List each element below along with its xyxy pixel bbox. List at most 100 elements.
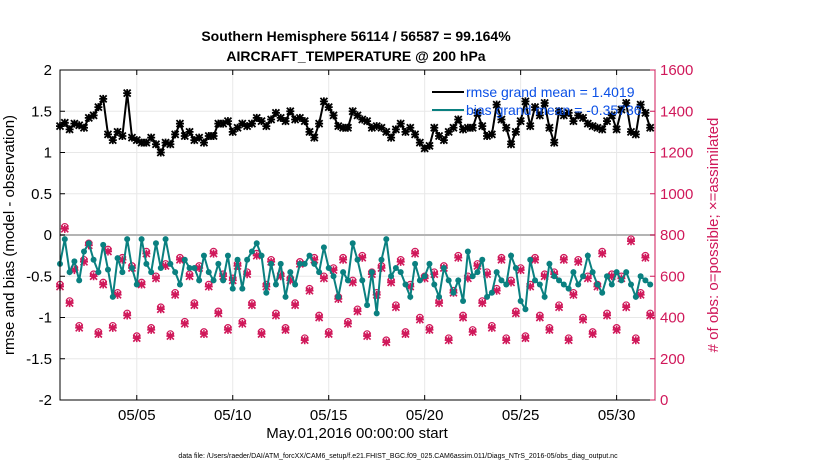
rmse-point [144, 140, 149, 145]
y2-tick-label: 200 [660, 351, 685, 368]
obs-assimilated-point [430, 270, 439, 279]
obs-assimilated-point [382, 338, 391, 347]
obs-assimilated-point [166, 331, 175, 341]
obs-assimilated-point [103, 247, 113, 256]
rmse-point [321, 99, 327, 104]
bias-point [100, 241, 107, 248]
obs-assimilated-point [94, 329, 103, 339]
obs-assimilated-point [526, 282, 535, 291]
bias-point [138, 236, 145, 243]
obs-assimilated-point [425, 325, 434, 334]
rmse-point [456, 117, 461, 122]
rmse-point [412, 132, 418, 137]
obs-assimilated-point [612, 325, 621, 334]
rmse-point [580, 115, 586, 121]
rmse-point [513, 129, 519, 135]
rmse-point [134, 137, 139, 143]
legend: rmse grand mean = 1.4019 bias grand mean… [432, 84, 642, 118]
bias-point [344, 277, 351, 284]
obs-assimilated-point [506, 278, 516, 287]
bias-point [133, 281, 140, 288]
y-tick-label: 0 [44, 227, 52, 244]
obs-assimilated-point [209, 249, 218, 258]
y2-tick-label: 400 [660, 310, 685, 327]
obs-assimilated-point [401, 329, 410, 339]
obs-assimilated-point [478, 298, 487, 308]
rmse-point [259, 118, 264, 124]
obs-assimilated-point [502, 336, 511, 345]
obs-assimilated-point [564, 336, 573, 345]
obs-assimilated-point [65, 298, 74, 308]
bias-point [580, 273, 587, 280]
obs-assimilated-point [199, 329, 209, 339]
rmse-point [408, 125, 413, 130]
obs-assimilated-point [411, 249, 420, 258]
y-tick-label: -2 [39, 392, 52, 409]
bias-point [373, 310, 380, 317]
y-tick-label: 1 [44, 145, 52, 162]
bias-point [349, 240, 356, 247]
rmse-point [240, 121, 245, 126]
obs-assimilated-point [137, 280, 146, 289]
bias-point [335, 293, 342, 300]
obs-assimilated-point [228, 276, 237, 285]
y2-tick-label: 1600 [660, 62, 693, 79]
y2-tick-label: 1000 [660, 186, 693, 203]
obs-assimilated-point [190, 301, 199, 310]
rmse-point [216, 121, 221, 126]
bias-point [263, 289, 270, 296]
obs-assimilated-point [238, 319, 247, 328]
rmse-point [148, 135, 154, 140]
rmse-point [268, 117, 274, 122]
x-tick-label: 05/05 [118, 407, 156, 424]
y-tick-label: 2 [44, 62, 52, 79]
obs-assimilated-point [468, 327, 477, 337]
bias-point [440, 265, 447, 271]
obs-assimilated-point [70, 265, 79, 275]
rmse-point [648, 125, 653, 130]
bias-point [637, 273, 644, 280]
obs-assimilated-point [343, 319, 352, 328]
bias-point [532, 277, 539, 284]
bias-point [119, 269, 126, 276]
rmse-point [619, 107, 624, 112]
bias-point [512, 265, 519, 271]
obs-assimilated-point [60, 224, 69, 233]
bias-point [450, 289, 457, 296]
bias-point [392, 265, 399, 271]
bias-point [196, 277, 203, 284]
rmse-point [96, 104, 101, 110]
bias-point [551, 273, 558, 280]
y-tick-label: -1.5 [26, 351, 52, 368]
obs-assimilated-point [492, 286, 501, 295]
obs-assimilated-point [535, 313, 544, 322]
rmse-point [604, 118, 610, 124]
bias-point [272, 281, 279, 288]
obs-assimilated-point [473, 261, 482, 271]
bias-point [397, 269, 404, 276]
obs-assimilated-point [387, 278, 396, 287]
obs-assimilated-point [108, 323, 117, 332]
obs-assimilated-point [511, 309, 520, 318]
rmse-point [393, 127, 399, 132]
bias-point [488, 289, 495, 296]
bias-point [599, 289, 606, 296]
chart-title-line1: Southern Hemisphere 56114 / 56587 = 99.1… [201, 28, 511, 44]
bias-point [258, 252, 265, 259]
bias-point [560, 281, 567, 288]
rmse-point [388, 135, 394, 140]
rmse-point [441, 137, 447, 143]
obs-assimilated-point [300, 336, 309, 345]
obs-assimilated-point [588, 329, 597, 339]
obs-assimilated-point [540, 272, 549, 281]
x-tick-label: 05/30 [598, 407, 636, 424]
obs-assimilated-point [99, 280, 108, 289]
rmse-point [129, 135, 135, 140]
y-axis-right: 0 200 400 600 800 1000 1200 1400 1600 [650, 62, 693, 409]
y-axis-label: rmse and bias (model - observation) [1, 115, 18, 355]
rmse-point [561, 113, 567, 118]
bias-point [546, 260, 553, 267]
y-tick-label: -0.5 [26, 268, 52, 285]
rmse-point [528, 123, 533, 129]
obs-assimilated-point [195, 263, 204, 273]
